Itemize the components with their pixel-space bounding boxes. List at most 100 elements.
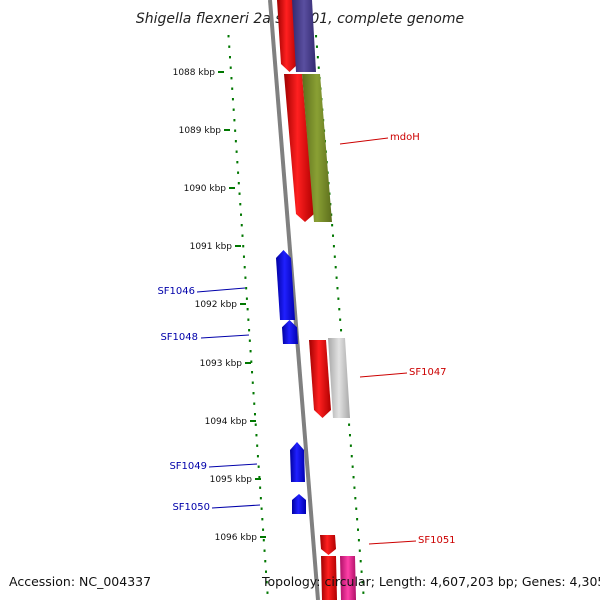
gene-label: SF1048 <box>160 332 198 343</box>
gc-dot-inner <box>265 581 268 584</box>
gc-dot-outer <box>315 35 318 38</box>
gc-dot-outer <box>340 329 343 332</box>
gene-leader-line <box>339 137 389 145</box>
gc-dot-inner <box>249 350 252 353</box>
gc-dot-outer <box>361 581 364 584</box>
gc-dot-outer <box>334 266 337 269</box>
gene-leader-line <box>196 287 246 293</box>
gc-dot-inner <box>242 255 245 258</box>
gc-dot-inner <box>255 434 258 437</box>
gc-dot-outer <box>350 455 353 458</box>
gc-dot-outer <box>354 497 357 500</box>
gc-dot-inner <box>263 549 266 552</box>
gene-leader-line <box>208 463 258 468</box>
gc-dot-inner <box>241 234 244 237</box>
kbp-label: 1092 kbp <box>195 300 238 310</box>
gc-dot-inner <box>250 360 253 363</box>
kbp-label: 1091 kbp <box>190 242 233 252</box>
gc-dot-inner <box>236 161 239 164</box>
gene-label: SF1047 <box>409 367 447 378</box>
cog-bar <box>292 0 316 72</box>
gc-dot-inner <box>235 150 238 153</box>
gc-dot-outer <box>331 224 334 227</box>
gc-dot-inner <box>258 476 261 479</box>
kbp-label: 1088 kbp <box>173 68 216 78</box>
gc-dot-outer <box>316 56 319 59</box>
gc-dot-outer <box>355 507 358 510</box>
gene-arrow <box>290 442 305 482</box>
gc-dot-outer <box>352 476 355 479</box>
gc-dot-inner <box>233 119 236 122</box>
gene-arrow <box>282 320 298 344</box>
gc-dot-outer <box>337 297 340 300</box>
gene-label: SF1049 <box>169 461 207 472</box>
gc-dot-outer <box>338 308 341 311</box>
gc-dot-outer <box>359 560 362 563</box>
genome-summary-text: Topology: circular; Length: 4,607,203 bp… <box>262 574 600 589</box>
kbp-label: 1093 kbp <box>200 359 243 369</box>
gc-dot-inner <box>262 539 265 542</box>
gc-dot-inner <box>227 35 230 38</box>
gc-dot-inner <box>240 213 243 216</box>
gc-dot-outer <box>357 528 360 531</box>
gene-label: SF1051 <box>418 535 456 546</box>
gc-dot-inner <box>256 455 259 458</box>
gc-dot-outer <box>333 255 336 258</box>
gc-dot-inner <box>251 371 254 374</box>
gc-dot-outer <box>339 318 342 321</box>
gene-leader-line <box>200 334 250 339</box>
gc-dot-inner <box>253 402 256 405</box>
gc-dot-inner <box>237 171 240 174</box>
gc-dot-outer <box>332 245 335 248</box>
gc-dot-outer <box>317 66 320 69</box>
gc-dot-outer <box>348 434 351 437</box>
gc-dot-inner <box>251 381 254 384</box>
gc-dot-inner <box>254 423 257 426</box>
gene-arrow <box>276 250 295 320</box>
gc-dot-inner <box>256 444 259 447</box>
gc-dot-inner <box>262 528 265 531</box>
gc-dot-inner <box>265 570 268 573</box>
gc-dot-inner <box>259 497 262 500</box>
cog-bar <box>302 74 332 222</box>
kbp-axis: 1088 kbp 1089 kbp 1090 kbp 1091 kbp 1092 kbp… <box>173 68 266 543</box>
gene-leader-line <box>211 504 261 509</box>
gc-dot-inner <box>231 98 234 101</box>
gc-dot-inner <box>234 140 237 143</box>
gene-label: mdoH <box>390 132 420 143</box>
gc-dot-inner <box>260 507 263 510</box>
gc-dot-outer <box>349 444 352 447</box>
gene-label: SF1050 <box>172 502 210 513</box>
kbp-label: 1089 kbp <box>179 126 222 136</box>
backbone-line <box>268 0 320 600</box>
kbp-label: 1096 kbp <box>215 533 258 543</box>
gc-dot-outer <box>358 549 361 552</box>
gc-dot-inner <box>230 77 233 80</box>
gc-dot-inner <box>259 486 262 489</box>
gc-dot-inner <box>264 560 267 563</box>
gc-dot-outer <box>362 591 365 594</box>
gc-dot-inner <box>245 287 248 290</box>
gc-dot-outer <box>360 570 363 573</box>
gene-arrow <box>309 340 331 418</box>
gc-dot-inner <box>231 87 234 90</box>
cog-bar <box>328 338 350 418</box>
gc-dot-inner <box>248 339 251 342</box>
gene-arrow <box>321 556 337 600</box>
gene-arrow <box>284 74 314 222</box>
gene-leader-line <box>359 372 408 378</box>
gc-dot-inner <box>252 392 255 395</box>
gc-dot-inner <box>228 56 231 59</box>
gc-dot-inner <box>229 66 232 69</box>
gc-dot-inner <box>234 129 237 132</box>
feature-layer <box>276 0 356 600</box>
gc-dot-inner <box>238 192 241 195</box>
gc-dot-outer <box>336 287 339 290</box>
kbp-label: 1095 kbp <box>210 475 253 485</box>
gc-dot-inner <box>240 224 243 227</box>
gene-arrow <box>292 494 306 514</box>
kbp-label: 1094 kbp <box>205 417 248 427</box>
gc-dot-inner <box>244 276 247 279</box>
gc-dot-inner <box>237 182 240 185</box>
